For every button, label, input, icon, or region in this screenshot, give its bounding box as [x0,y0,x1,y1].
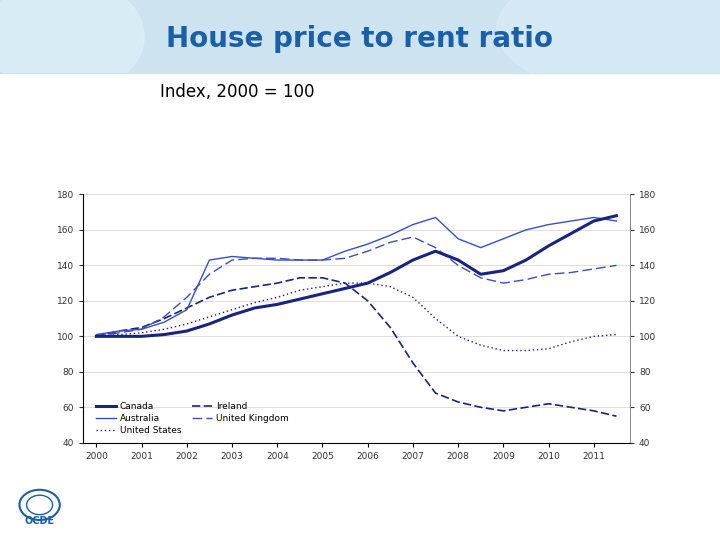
Legend: Canada, Australia, United States, Ireland, United Kingdom: Canada, Australia, United States, Irelan… [93,399,292,438]
Ellipse shape [0,0,144,95]
Text: House price to rent ratio: House price to rent ratio [166,25,554,53]
Ellipse shape [497,0,720,95]
Text: OCDE: OCDE [24,516,55,526]
Text: Index, 2000 = 100: Index, 2000 = 100 [161,83,315,101]
